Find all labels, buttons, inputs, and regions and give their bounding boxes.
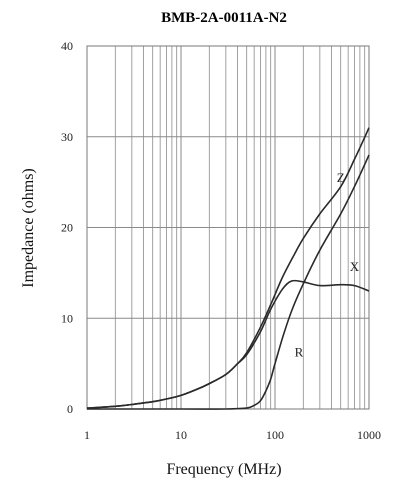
curve-r (87, 154, 370, 410)
x-tick-label: 100 (266, 428, 284, 442)
tick-labels: 1 10 100 1000 0 10 20 30 40 (61, 39, 381, 442)
x-tick-label: 1000 (357, 428, 381, 442)
curve-label-x: X (350, 259, 360, 274)
chart-title: BMB-2A-0011A-N2 (161, 10, 287, 26)
curve-labels: Z X R (295, 170, 360, 359)
x-tick-label: 10 (175, 428, 187, 442)
curve-label-z: Z (337, 170, 345, 185)
x-tick-label: 1 (84, 428, 90, 442)
y-axis-label: Impedance (ohms) (20, 168, 37, 288)
curve-z (86, 127, 370, 409)
y-tick-label: 20 (61, 221, 73, 235)
y-tick-label: 30 (61, 130, 73, 144)
x-axis-label: Frequency (MHz) (166, 461, 281, 478)
curve-label-r: R (295, 344, 304, 359)
grid-layer (87, 46, 369, 409)
curve-x (86, 279, 370, 409)
curve-layer (86, 127, 370, 410)
y-tick-label: 10 (61, 311, 73, 325)
y-tick-label: 0 (67, 402, 73, 416)
y-tick-label: 40 (61, 39, 73, 53)
